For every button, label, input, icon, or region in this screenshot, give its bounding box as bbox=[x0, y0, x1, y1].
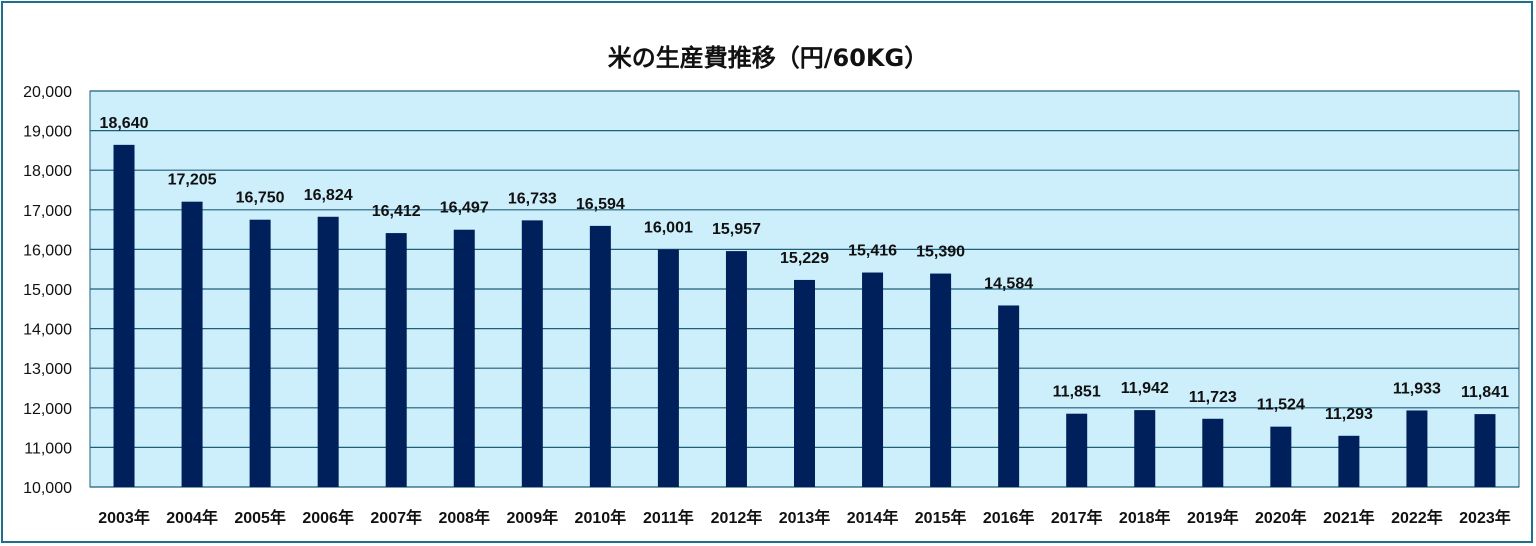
data-label: 16,733 bbox=[508, 190, 557, 207]
y-tick-label: 15,000 bbox=[23, 282, 72, 299]
x-tick-label: 2010年 bbox=[575, 508, 627, 527]
x-tick-label: 2014年 bbox=[847, 508, 899, 527]
x-tick-label: 2006年 bbox=[302, 508, 354, 527]
bar bbox=[181, 201, 203, 487]
bar bbox=[113, 144, 135, 487]
x-tick-label: 2016年 bbox=[983, 508, 1035, 527]
bar bbox=[1202, 418, 1224, 487]
bars bbox=[113, 144, 1496, 488]
bar bbox=[930, 273, 952, 487]
data-label: 16,412 bbox=[372, 203, 421, 220]
x-tick-label: 2017年 bbox=[1051, 508, 1103, 527]
bar bbox=[862, 272, 884, 487]
y-tick-label: 14,000 bbox=[23, 322, 72, 339]
x-tick-label: 2015年 bbox=[915, 508, 967, 527]
x-tick-label: 2020年 bbox=[1255, 508, 1307, 527]
bar bbox=[1270, 426, 1292, 487]
y-tick-label: 18,000 bbox=[23, 163, 72, 180]
y-tick-label: 10,000 bbox=[23, 480, 72, 497]
data-label: 11,841 bbox=[1461, 384, 1509, 401]
y-tick-label: 12,000 bbox=[23, 401, 72, 418]
bar bbox=[589, 225, 611, 487]
y-axis-tick-labels: 10,000 11,000 12,000 13,000 14,000 15,000 16,0… bbox=[23, 84, 72, 497]
data-label: 17,205 bbox=[168, 172, 217, 189]
x-tick-label: 2019年 bbox=[1187, 508, 1239, 527]
x-tick-label: 2023年 bbox=[1459, 508, 1511, 527]
x-tick-label: 2018年 bbox=[1119, 508, 1171, 527]
bar bbox=[794, 279, 815, 487]
x-tick-label: 2012年 bbox=[711, 508, 763, 527]
y-tick-label: 20,000 bbox=[23, 84, 72, 101]
data-label: 18,640 bbox=[100, 115, 149, 132]
data-label: 11,933 bbox=[1393, 380, 1441, 397]
bar bbox=[725, 251, 747, 487]
data-label: 11,851 bbox=[1053, 384, 1101, 401]
data-label: 11,942 bbox=[1121, 380, 1169, 397]
bar bbox=[1066, 413, 1088, 487]
x-tick-label: 2011年 bbox=[643, 508, 694, 527]
bar bbox=[453, 229, 475, 487]
y-tick-label: 13,000 bbox=[23, 361, 72, 378]
x-tick-label: 2005年 bbox=[234, 508, 286, 527]
x-tick-label: 2004年 bbox=[166, 508, 218, 527]
bar bbox=[521, 220, 543, 487]
data-label: 15,229 bbox=[780, 250, 829, 267]
data-label: 15,957 bbox=[712, 221, 761, 238]
bar bbox=[1338, 435, 1360, 487]
x-tick-label: 2009年 bbox=[507, 508, 559, 527]
y-tick-label: 11,000 bbox=[24, 440, 72, 457]
x-axis-tick-labels: 2003年 2004年 2005年 2006年 2007年 2008年 2009年 2010年… bbox=[98, 508, 1511, 527]
data-label: 15,390 bbox=[916, 244, 965, 261]
data-label: 11,723 bbox=[1189, 389, 1237, 406]
bar bbox=[249, 219, 271, 487]
x-tick-label: 2022年 bbox=[1391, 508, 1443, 527]
x-tick-label: 2003年 bbox=[98, 508, 150, 527]
data-label: 11,524 bbox=[1257, 397, 1305, 414]
bar bbox=[1474, 414, 1496, 487]
y-tick-label: 19,000 bbox=[23, 124, 72, 141]
bar bbox=[1134, 410, 1156, 487]
bar bbox=[1406, 410, 1428, 487]
data-label: 16,001 bbox=[644, 219, 693, 236]
data-label: 14,584 bbox=[984, 275, 1033, 292]
x-tick-label: 2008年 bbox=[438, 508, 490, 527]
bar bbox=[657, 249, 679, 487]
x-tick-label: 2007年 bbox=[370, 508, 422, 527]
y-tick-label: 17,000 bbox=[23, 203, 72, 220]
data-label: 16,497 bbox=[440, 200, 489, 217]
data-label: 16,594 bbox=[576, 196, 625, 213]
data-label: 11,293 bbox=[1325, 406, 1373, 423]
bar bbox=[998, 305, 1020, 487]
x-tick-label: 2021年 bbox=[1323, 508, 1375, 527]
chart-title: 米の生産費推移（円/60KG） bbox=[608, 44, 928, 72]
data-label: 16,824 bbox=[304, 187, 353, 204]
y-tick-label: 16,000 bbox=[23, 242, 72, 259]
data-label: 16,750 bbox=[236, 190, 285, 207]
x-tick-label: 2013年 bbox=[779, 508, 831, 527]
data-label: 15,416 bbox=[848, 243, 897, 260]
bar bbox=[385, 233, 407, 487]
bar bbox=[317, 216, 339, 488]
data-labels: 18,640 17,205 16,750 16,824 16,412 16,497 16,7… bbox=[100, 115, 1510, 423]
